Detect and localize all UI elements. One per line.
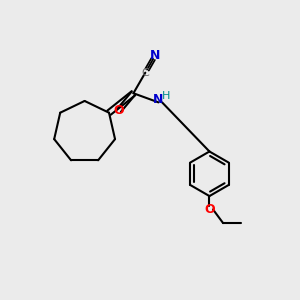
Text: N: N bbox=[153, 93, 164, 106]
Text: C: C bbox=[141, 68, 149, 78]
Text: O: O bbox=[114, 104, 124, 117]
Text: N: N bbox=[150, 50, 160, 62]
Text: H: H bbox=[162, 91, 170, 101]
Text: O: O bbox=[204, 203, 215, 216]
